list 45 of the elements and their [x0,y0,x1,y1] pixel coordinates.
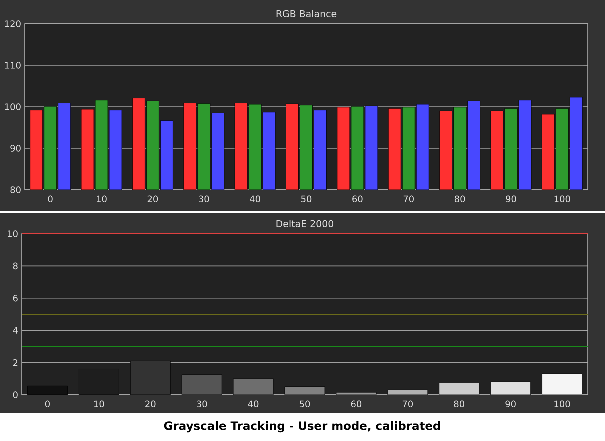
y-tick-label: 10 [8,230,18,238]
x-tick-label: 30 [199,196,210,203]
chart-title: RGB Balance [276,10,337,18]
x-tick-label: 50 [300,400,310,408]
x-tick-label: 80 [454,196,466,203]
text: Grayscale Tracking - User mode, calibrated [164,421,440,433]
y-tick-label: 8 [13,262,18,270]
y-tick-label: 6 [13,295,18,302]
bar [28,386,68,396]
x-tick-label: 10 [94,400,104,408]
y-tick-label: 120 [5,20,21,28]
bar [284,386,326,396]
bar [490,382,532,396]
x-tick-label: 100 [554,196,570,203]
x-tick-label: 0 [45,400,50,408]
x-tick-label: 10 [97,196,107,203]
bar [233,378,274,396]
x-tick-label: 70 [402,400,414,408]
y-tick-label: 2 [13,359,18,366]
y-tick-label: 110 [5,62,21,69]
x-tick-label: 70 [404,196,414,203]
x-tick-label: 80 [454,400,464,408]
chart-title: DeltaE 2000 [276,220,334,228]
bar [182,374,222,396]
y-tick-label: 4 [13,327,18,334]
y-tick-label: 80 [10,186,21,194]
x-tick-label: 20 [148,196,158,203]
y-tick-label: 0 [13,392,18,398]
x-tick-label: 30 [197,400,208,408]
x-tick-label: 0 [48,196,53,203]
bar [542,374,582,396]
x-tick-label: 90 [506,400,516,408]
bar [336,392,377,396]
x-tick-label: 50 [301,196,312,203]
x-tick-label: 90 [506,196,516,203]
x-tick-label: 40 [250,196,260,203]
y-tick-label: 90 [10,145,21,152]
y-tick-label: 100 [5,104,21,110]
x-tick-label: 20 [146,400,156,408]
x-tick-label: 40 [248,400,259,408]
x-tick-label: 100 [554,400,570,408]
bar [130,360,171,396]
bar [439,382,480,396]
x-tick-label: 60 [352,196,363,203]
x-tick-label: 60 [351,400,362,408]
